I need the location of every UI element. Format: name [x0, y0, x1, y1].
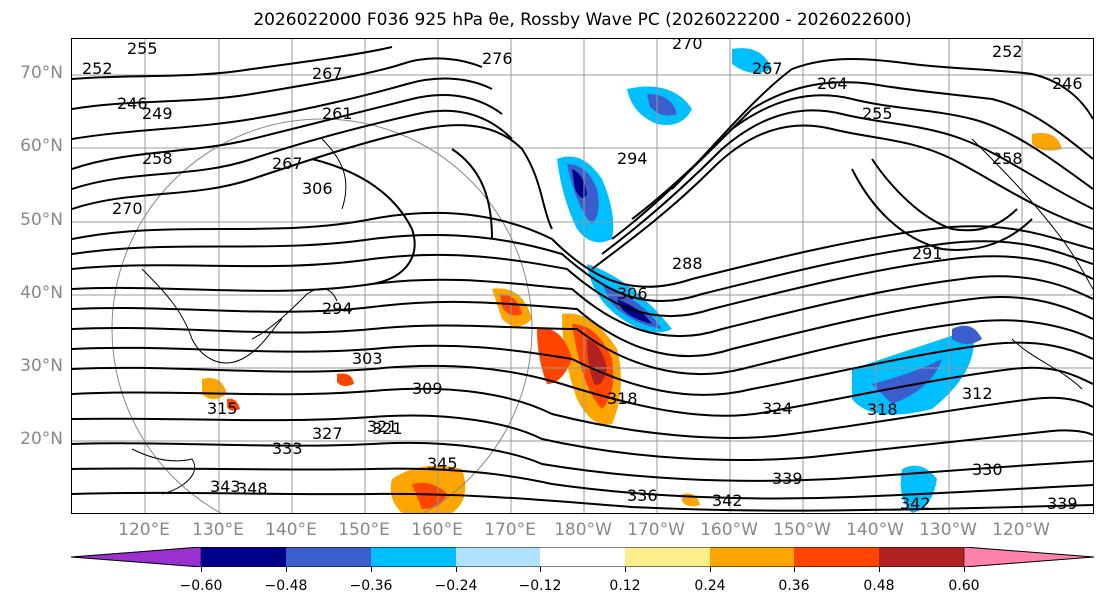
colorbar-tick-label: −0.48	[264, 578, 308, 594]
contour-label: 336	[627, 486, 658, 505]
contour-label: 249	[142, 104, 173, 123]
colorbar-tick-mark	[964, 567, 965, 572]
lat-label-40n: 40°N	[20, 283, 63, 303]
coastlines	[131, 138, 1093, 495]
contour-label: 345	[427, 454, 458, 473]
contour-label: 309	[412, 379, 443, 398]
contour-label: 303	[352, 349, 383, 368]
contour-label: 246	[117, 94, 148, 113]
lon-label: 140°W	[846, 520, 904, 540]
colorbar-tick-label: −0.60	[179, 578, 223, 594]
lat-label-20n: 20°N	[20, 429, 63, 449]
contour-label: 324	[762, 399, 793, 418]
colorbar-tick-label: 0.12	[609, 578, 641, 594]
contour-label: 270	[672, 39, 703, 53]
contour-label: 342	[900, 494, 931, 513]
colorbar-tick-mark	[201, 567, 202, 572]
contour-label: 306	[617, 284, 648, 303]
colorbar-tick-mark	[540, 567, 541, 572]
colorbar-tick-label: 0.24	[694, 578, 726, 594]
colorbar-tick-label: −0.36	[349, 578, 393, 594]
colorbar-tick-mark	[371, 567, 372, 572]
colorbar-tick-label: −0.12	[518, 578, 562, 594]
contour-label: 294	[322, 299, 353, 318]
contour-label: 342	[712, 491, 743, 510]
lon-label: 130°W	[919, 520, 977, 540]
colorbar-tick-label: 0.60	[948, 578, 980, 594]
lon-label: 170°E	[484, 520, 536, 540]
contour-label: 343	[210, 477, 241, 496]
map-panel: 255 252 246 249 267 261 258 267 270 276 …	[71, 38, 1094, 514]
contour-label: 276	[482, 49, 513, 68]
contour-label: 318	[867, 400, 898, 419]
lon-label: 120°W	[992, 520, 1050, 540]
contour-label: 252	[992, 42, 1023, 61]
lon-label: 180°W	[554, 520, 612, 540]
colorbar-tick-label: 0.48	[863, 578, 895, 594]
contour-label: 306	[302, 179, 333, 198]
contour-label: 339	[772, 469, 803, 488]
colorbar-tick-label: −0.24	[434, 578, 478, 594]
graticule	[72, 39, 1093, 513]
lon-label: 130°E	[192, 520, 244, 540]
lon-label: 150°E	[338, 520, 390, 540]
contour-label: 318	[607, 389, 638, 408]
contour-label: 255	[862, 104, 893, 123]
lon-label: 160°W	[700, 520, 758, 540]
contour-label: 258	[992, 149, 1023, 168]
map-title: 2026022000 F036 925 hPa θe, Rossby Wave …	[253, 10, 912, 30]
colorbar-tick-mark	[456, 567, 457, 572]
contour-label: 267	[312, 64, 343, 83]
contour-label: 333	[272, 439, 303, 458]
contour-label: 330	[972, 460, 1003, 479]
colorbar-tick-mark	[625, 567, 626, 572]
theta-e-contours	[72, 46, 1093, 512]
contour-label: 294	[617, 149, 648, 168]
contour-label: 288	[672, 254, 703, 273]
contour-label-group: 255 252 246 249 267 261 258 267 270 276 …	[82, 39, 1083, 513]
lon-label: 170°W	[627, 520, 685, 540]
lat-label-30n: 30°N	[20, 356, 63, 376]
lat-label-60n: 60°N	[20, 136, 63, 156]
contour-label: 327	[312, 424, 343, 443]
lon-label: 150°W	[773, 520, 831, 540]
contour-label: 339	[1047, 494, 1078, 513]
lon-label: 140°E	[265, 520, 317, 540]
contour-label: 291	[912, 244, 943, 263]
contour-label: 348	[237, 479, 268, 498]
colorbar	[71, 547, 1094, 567]
colorbar-tick-label: 0.36	[778, 578, 810, 594]
contour-label: 258	[142, 149, 173, 168]
contour-label: 267	[752, 59, 783, 78]
map-svg: 255 252 246 249 267 261 258 267 270 276 …	[72, 39, 1093, 513]
lat-label-70n: 70°N	[20, 63, 63, 83]
colorbar-tick-mark	[794, 567, 795, 572]
contour-label: 315	[207, 399, 238, 418]
contour-label: 270	[112, 199, 143, 218]
lon-label: 120°E	[118, 520, 170, 540]
colorbar-tick-mark	[710, 567, 711, 572]
contour-label: 321	[372, 419, 403, 438]
lat-label-50n: 50°N	[20, 210, 63, 230]
colorbar-tick-mark	[879, 567, 880, 572]
contour-label: 255	[127, 39, 158, 58]
contour-label: 264	[817, 74, 848, 93]
contour-label: 252	[82, 59, 113, 78]
contour-label: 321	[367, 417, 398, 436]
contour-label: 267	[272, 154, 303, 173]
contour-label: 312	[962, 384, 993, 403]
contour-label: 246	[1052, 74, 1083, 93]
contour-label: 261	[322, 104, 353, 123]
colorbar-tick-mark	[286, 567, 287, 572]
lon-label: 160°E	[411, 520, 463, 540]
